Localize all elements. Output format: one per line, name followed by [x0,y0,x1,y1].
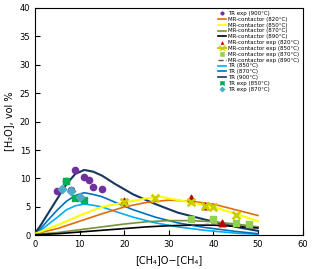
Point [211,217,216,222]
Point [60,187,65,191]
Point [189,217,194,222]
Point [64,179,69,183]
Y-axis label: [H₂O], vol %: [H₂O], vol % [4,92,14,151]
Legend: TR exp (900°C), MR-contactor (820°C), MR-contactor (850°C), MR-contactor (870°C): TR exp (900°C), MR-contactor (820°C), MR… [217,10,300,92]
Point [233,221,238,225]
Point [86,178,91,182]
Point [202,204,207,208]
Point [73,196,78,201]
Point [189,196,194,201]
Point [220,221,225,225]
X-axis label: [CH₄]O−[CH₄]: [CH₄]O−[CH₄] [135,255,202,265]
Point [64,179,69,183]
Point [73,168,78,172]
Point [77,194,82,199]
Point [233,213,238,218]
Point [202,204,207,208]
Point [90,185,95,189]
Point [153,196,158,201]
Point [246,222,251,226]
Point [68,189,73,193]
Point [100,187,105,191]
Point [82,175,87,179]
Point [82,198,87,202]
Point [55,189,60,193]
Point [189,200,194,204]
Point [68,188,73,192]
Point [122,200,127,204]
Point [211,205,216,209]
Point [122,199,127,203]
